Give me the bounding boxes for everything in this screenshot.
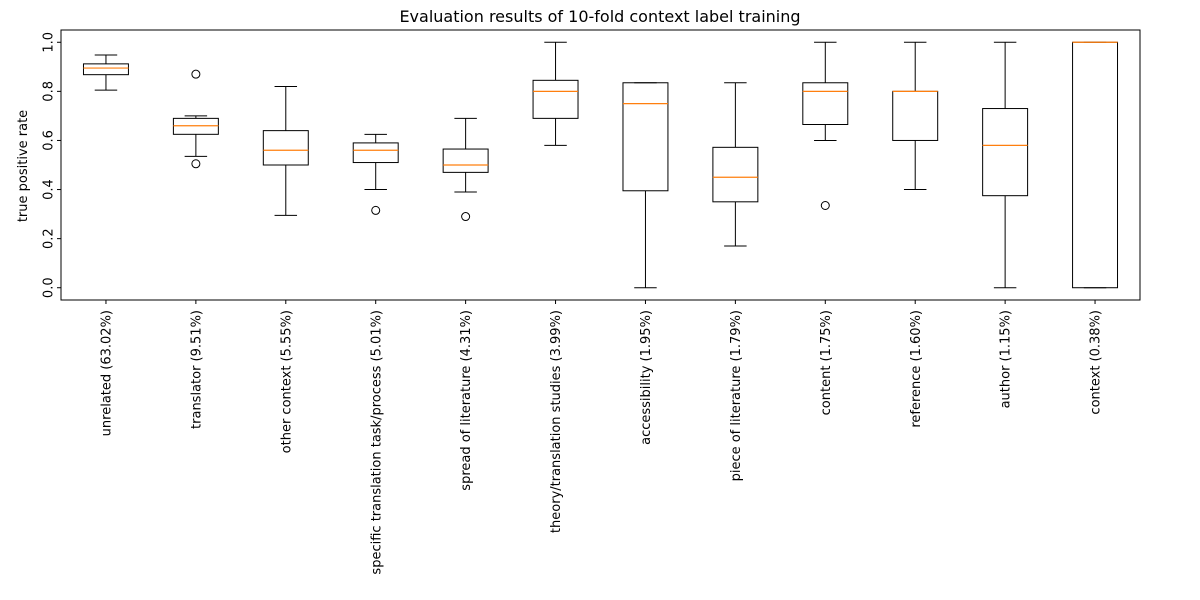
x-tick-label: accessibility (1.95%) [639,310,654,445]
box-iqr [1072,41,1119,289]
y-tick-label: 0.6 [42,130,57,151]
box-group [982,41,1029,289]
plot-frame [60,29,1141,301]
y-tick-label: 0.0 [42,277,57,298]
box-iqr [172,117,219,135]
outlier-point [191,159,201,169]
box-group [82,54,129,91]
box-iqr [262,130,309,166]
box-group [262,85,309,216]
x-tick-label: other context (5.55%) [279,310,294,453]
x-tick-label: spread of literature (4.31%) [459,310,474,491]
y-tick-label: 0.8 [42,81,57,102]
box-iqr [712,146,759,203]
box-iqr [442,148,489,173]
box-group [442,117,489,222]
box-group [352,133,399,215]
y-tick-label: 0.4 [42,179,57,200]
x-tick-label: content (1.75%) [819,310,834,415]
x-tick-label: context (0.38%) [1089,310,1104,415]
x-tick-label: specific translation task/process (5.01%… [369,310,384,575]
box-iqr [352,142,399,164]
box-group [712,82,759,247]
x-tick-label: theory/translation studies (3.99%) [549,310,564,533]
outlier-point [371,205,381,215]
box-group [802,41,849,210]
x-tick-label: translator (9.51%) [189,310,204,429]
y-tick-label: 1.0 [42,32,57,53]
boxes-layer [82,41,1119,289]
chart-title: Evaluation results of 10-fold context la… [399,7,800,26]
box-iqr [892,90,939,141]
outlier-point [191,69,201,79]
box-group [622,82,669,289]
y-axis-label: true positive rate [16,110,31,222]
x-tick-label: piece of literature (1.79%) [729,310,744,481]
box-iqr [802,82,849,125]
box-iqr [532,79,579,119]
box-group [532,41,579,146]
box-group [172,69,219,169]
box-iqr [622,82,669,192]
box-group [1072,41,1119,289]
outlier-point [820,201,830,210]
outlier-point [461,212,471,222]
y-tick-label: 0.2 [42,228,57,249]
box-iqr [82,63,129,76]
box-iqr [982,108,1029,197]
x-tick-label: unrelated (63.02%) [100,310,115,436]
x-tick-label: reference (1.60%) [909,310,924,428]
box-group [892,41,939,191]
y-axis-ticks: 0.0 0.2 0.4 0.6 0.8 1.0 [42,32,61,298]
x-axis-ticks: unrelated (63.02%) translator (9.51%) othe… [100,300,1104,575]
x-tick-label: author (1.15%) [999,310,1014,408]
